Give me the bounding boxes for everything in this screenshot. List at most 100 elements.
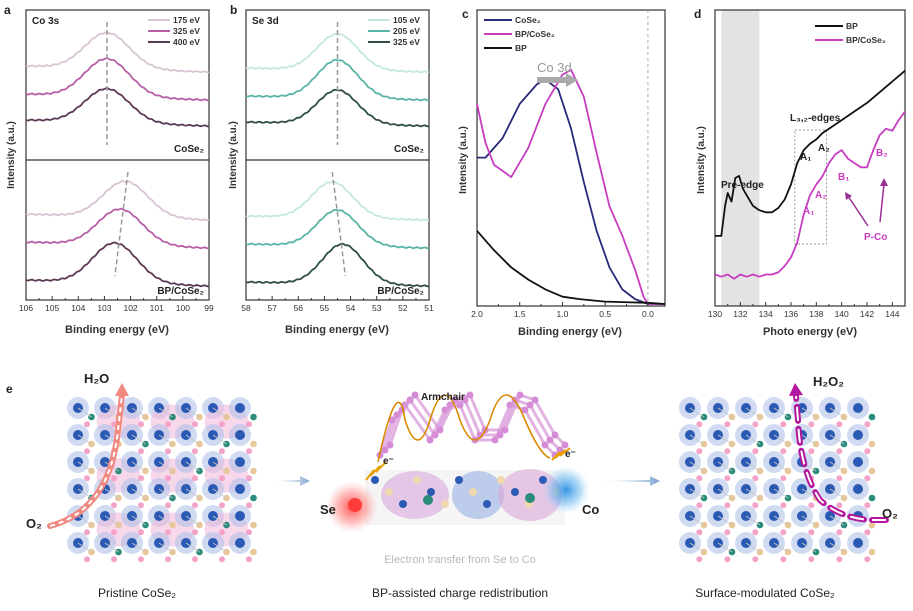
- panel-b-x-label: Binding energy (eV): [285, 324, 389, 336]
- x-tick-label: 0.5: [599, 309, 611, 319]
- pristine-reaction-arrowhead-icon: [115, 383, 129, 396]
- pristine-reactant-label: O₂: [26, 516, 42, 531]
- panel-d-x-label: Photo energy (eV): [763, 326, 857, 338]
- bond-line: [829, 461, 845, 472]
- series-curve-1: [476, 68, 665, 305]
- co-atom-icon: [853, 484, 863, 494]
- panel-a-curves: [25, 22, 210, 288]
- p-atom-icon: [84, 475, 90, 482]
- panel-d-bpcose2-A1: A₁: [803, 206, 814, 217]
- slab-atom-icon: [413, 476, 421, 484]
- se-atom-icon: [250, 440, 257, 448]
- x-tick-label: 130: [708, 309, 722, 319]
- bond-line: [158, 542, 173, 553]
- modulated-product-label: H₂O₂: [813, 374, 844, 389]
- panel-c-shift-arrow-icon: [537, 73, 578, 87]
- p-atom-icon: [696, 529, 703, 536]
- bond-line: [829, 407, 845, 418]
- x-tick-label: 52: [398, 303, 408, 313]
- bond-line: [212, 434, 227, 445]
- p-atom-icon: [780, 448, 787, 455]
- panel-d-frame: [714, 9, 906, 307]
- panel-d-pco-arrows: [845, 178, 888, 227]
- spectrum-curve: [25, 31, 210, 74]
- pristine-product-label: H₂O: [84, 371, 109, 386]
- modulated-reaction-path-inner: [795, 395, 886, 521]
- slab-atom-icon: [455, 476, 463, 484]
- pco-arrowhead-b2-icon: [880, 178, 888, 186]
- slab-atom-icon: [469, 488, 477, 496]
- p-atom-icon: [501, 426, 509, 434]
- bond-line: [131, 542, 146, 553]
- se-atom-icon: [525, 493, 535, 503]
- p-atom-icon: [192, 556, 198, 563]
- p-atom-icon: [491, 436, 499, 444]
- pristine-lattice: [67, 397, 257, 563]
- p-atom-icon: [526, 401, 534, 409]
- p-atom-icon: [516, 391, 524, 399]
- p-atom-icon: [138, 502, 144, 509]
- p-atom-icon: [780, 556, 787, 563]
- p-atom-icon: [864, 502, 871, 509]
- spectrum-curve: [25, 241, 210, 288]
- p-atom-icon: [521, 406, 529, 414]
- co-atom-icon: [853, 430, 863, 440]
- x-tick-label: 100: [176, 303, 190, 313]
- legend-label: 325 eV: [393, 37, 420, 47]
- p-atom-icon: [752, 421, 759, 428]
- legend-label: 175 eV: [173, 15, 200, 25]
- x-tick-label: 53: [372, 303, 382, 313]
- x-tick-label: 104: [71, 303, 85, 313]
- se-atom-icon: [250, 413, 257, 421]
- p-atom-icon: [724, 556, 731, 563]
- p-atom-icon: [836, 421, 843, 428]
- p-atom-icon: [561, 441, 569, 449]
- p-atom-icon: [138, 448, 144, 455]
- p-atom-icon: [165, 448, 171, 455]
- bond-line: [829, 542, 845, 553]
- bond-line: [689, 542, 705, 553]
- panel-d-pre-edge-label: Pre-edge: [721, 180, 764, 191]
- p-atom-icon: [219, 448, 225, 455]
- panel-c-curves: [476, 68, 666, 305]
- panel-d: d BP BP/CoSe₂ Pre-edge L₃,₂-edges A₁ A₂ A…: [694, 7, 906, 338]
- electron-transfer-note: Electron transfer from Se to Co: [384, 554, 536, 566]
- bond-line: [829, 515, 845, 526]
- panel-d-curves: [714, 70, 906, 280]
- panel-b-x-ticks: 58 57 56 55 54 53 52 51: [241, 296, 434, 313]
- co-atom-icon: [235, 430, 245, 440]
- bond-line: [131, 407, 146, 418]
- legend-label: BP: [846, 21, 858, 31]
- electron-path-icon: [377, 394, 551, 463]
- spectrum-curve: [25, 207, 210, 250]
- x-tick-label: 103: [97, 303, 111, 313]
- p-atom-icon: [752, 502, 759, 509]
- spectrum-curve: [245, 208, 430, 250]
- panel-d-bpcose2-A2: A₂: [815, 190, 827, 201]
- p-atom-icon: [836, 529, 843, 536]
- bond-line: [829, 488, 845, 499]
- p-atom-icon: [696, 448, 703, 455]
- se-atom-icon: [868, 467, 876, 475]
- slab-atom-icon: [371, 476, 379, 484]
- x-tick-label: 105: [45, 303, 59, 313]
- bond-line: [717, 515, 733, 526]
- panel-label-e: e: [6, 382, 13, 396]
- co-atom-icon: [235, 511, 245, 521]
- x-tick-label: 99: [204, 303, 214, 313]
- p-atom-icon: [808, 556, 815, 563]
- p-atom-icon: [836, 502, 843, 509]
- panel-label-a: a: [4, 3, 11, 17]
- co-atom-icon: [235, 457, 245, 467]
- bond-line: [745, 515, 761, 526]
- bond-line: [829, 434, 845, 445]
- se-atom-icon: [868, 548, 876, 556]
- bond-line: [77, 488, 92, 499]
- edges-box-rect: [794, 129, 827, 245]
- spectrum-curve: [25, 87, 210, 128]
- x-tick-label: 132: [733, 309, 747, 319]
- x-tick-label: 58: [241, 303, 251, 313]
- legend-label: BP/CoSe₂: [846, 35, 886, 45]
- p-atom-icon: [724, 529, 731, 536]
